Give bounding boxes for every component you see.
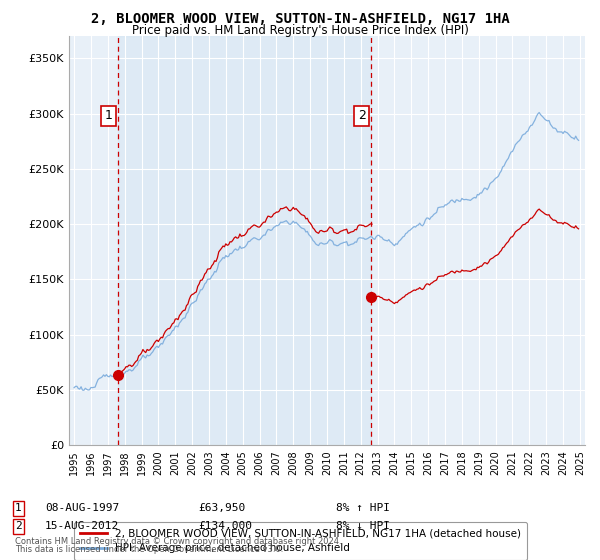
Text: 8% ↓ HPI: 8% ↓ HPI xyxy=(336,521,390,531)
Text: 08-AUG-1997: 08-AUG-1997 xyxy=(45,503,119,514)
Text: 1: 1 xyxy=(105,109,113,122)
Text: 2: 2 xyxy=(358,109,365,122)
Legend: 2, BLOOMER WOOD VIEW, SUTTON-IN-ASHFIELD, NG17 1HA (detached house), HPI: Averag: 2, BLOOMER WOOD VIEW, SUTTON-IN-ASHFIELD… xyxy=(74,522,527,559)
Text: 1: 1 xyxy=(15,503,22,514)
Text: Contains HM Land Registry data © Crown copyright and database right 2024.: Contains HM Land Registry data © Crown c… xyxy=(15,537,341,546)
Text: 2, BLOOMER WOOD VIEW, SUTTON-IN-ASHFIELD, NG17 1HA: 2, BLOOMER WOOD VIEW, SUTTON-IN-ASHFIELD… xyxy=(91,12,509,26)
Text: This data is licensed under the Open Government Licence v3.0.: This data is licensed under the Open Gov… xyxy=(15,545,283,554)
Bar xyxy=(118,36,371,445)
Text: Price paid vs. HM Land Registry's House Price Index (HPI): Price paid vs. HM Land Registry's House … xyxy=(131,24,469,36)
Text: £134,000: £134,000 xyxy=(198,521,252,531)
Text: 15-AUG-2012: 15-AUG-2012 xyxy=(45,521,119,531)
Text: 2: 2 xyxy=(15,521,22,531)
Text: 8% ↑ HPI: 8% ↑ HPI xyxy=(336,503,390,514)
Text: £63,950: £63,950 xyxy=(198,503,245,514)
